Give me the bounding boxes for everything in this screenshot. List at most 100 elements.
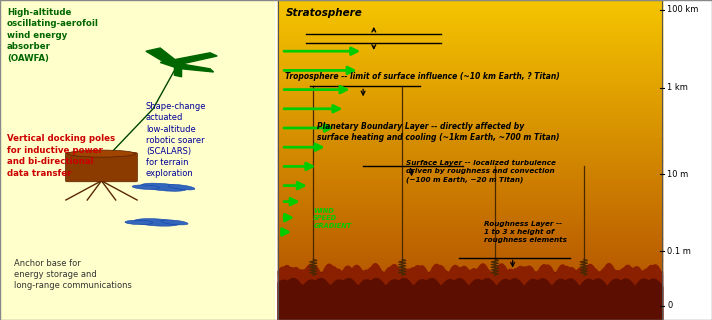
Bar [278, 118, 662, 120]
Bar [278, 208, 662, 210]
Bar [278, 29, 662, 31]
Bar [278, 135, 662, 137]
Bar [278, 243, 662, 245]
Bar [278, 242, 662, 244]
Bar [278, 249, 662, 251]
Bar [278, 218, 662, 220]
Bar [278, 31, 662, 33]
Bar [278, 270, 662, 272]
Bar [278, 16, 662, 18]
Bar [278, 91, 662, 93]
Bar [278, 172, 662, 173]
Bar [278, 38, 662, 40]
Ellipse shape [141, 183, 187, 191]
Bar [278, 49, 662, 51]
Bar [278, 143, 662, 145]
Bar [278, 2, 662, 4]
Bar [278, 140, 662, 141]
Bar [278, 137, 662, 139]
Polygon shape [146, 48, 174, 64]
Bar [278, 195, 662, 197]
Bar [278, 265, 662, 267]
Bar [278, 161, 662, 162]
Bar [278, 224, 662, 226]
Bar [278, 241, 662, 243]
Bar [278, 17, 662, 19]
Bar [278, 128, 662, 130]
Bar [278, 19, 662, 21]
Bar [278, 37, 662, 38]
Bar [278, 84, 662, 85]
Bar [278, 173, 662, 175]
Bar [278, 13, 662, 15]
Bar [278, 199, 662, 201]
Bar [278, 149, 662, 151]
Bar [278, 62, 662, 64]
Bar [278, 163, 662, 165]
Bar [278, 9, 662, 11]
Bar [278, 170, 662, 172]
Bar [278, 47, 662, 49]
Bar [278, 172, 662, 174]
Ellipse shape [125, 220, 152, 225]
Bar [278, 236, 662, 238]
Bar [278, 30, 662, 32]
Text: High-altitude
oscillating-aerofoil
wind energy
absorber
(OAWFA): High-altitude oscillating-aerofoil wind … [7, 8, 99, 63]
Bar [278, 102, 662, 104]
Bar [278, 51, 662, 52]
Bar [278, 161, 662, 163]
Text: Stratosphere: Stratosphere [286, 8, 362, 18]
Bar [278, 204, 662, 206]
Bar [278, 191, 662, 193]
Bar [278, 53, 662, 55]
Bar [278, 246, 662, 248]
Bar [278, 247, 662, 249]
Bar [278, 76, 662, 78]
Bar [278, 28, 662, 29]
Bar [278, 105, 662, 107]
Bar [278, 152, 662, 154]
Bar [278, 65, 662, 67]
Bar [278, 40, 662, 42]
Text: Troposphere -- limit of surface influence (~10 km Earth, ? Titan): Troposphere -- limit of surface influenc… [285, 72, 560, 81]
Bar [278, 5, 662, 7]
Bar [278, 160, 662, 162]
Bar [278, 4, 662, 6]
Bar [278, 174, 662, 176]
Bar [278, 96, 662, 98]
Bar [278, 227, 662, 228]
Bar [278, 101, 662, 103]
Bar [278, 44, 662, 46]
Bar [278, 211, 662, 213]
Bar [278, 25, 662, 27]
Bar [278, 134, 662, 136]
Bar [278, 184, 662, 186]
Bar [278, 109, 662, 111]
Bar [278, 10, 662, 12]
Bar [278, 165, 662, 167]
Bar [278, 237, 662, 239]
Bar [278, 229, 662, 231]
Bar [278, 125, 662, 127]
Bar [278, 144, 662, 146]
Bar [278, 202, 662, 204]
Bar [278, 169, 662, 171]
Bar [278, 4, 662, 5]
Bar [278, 108, 662, 110]
Bar [278, 70, 662, 72]
Bar [278, 57, 662, 59]
Bar [278, 189, 662, 191]
Bar [278, 230, 662, 232]
Bar [278, 238, 662, 240]
Bar [278, 258, 662, 260]
Bar [278, 83, 662, 84]
Bar [278, 148, 662, 150]
Bar [278, 272, 662, 274]
Bar [278, 217, 662, 219]
Bar [278, 180, 662, 182]
Bar [278, 164, 662, 166]
Bar [278, 66, 662, 68]
Bar [278, 245, 662, 247]
Bar [278, 36, 662, 38]
Bar [278, 171, 662, 172]
